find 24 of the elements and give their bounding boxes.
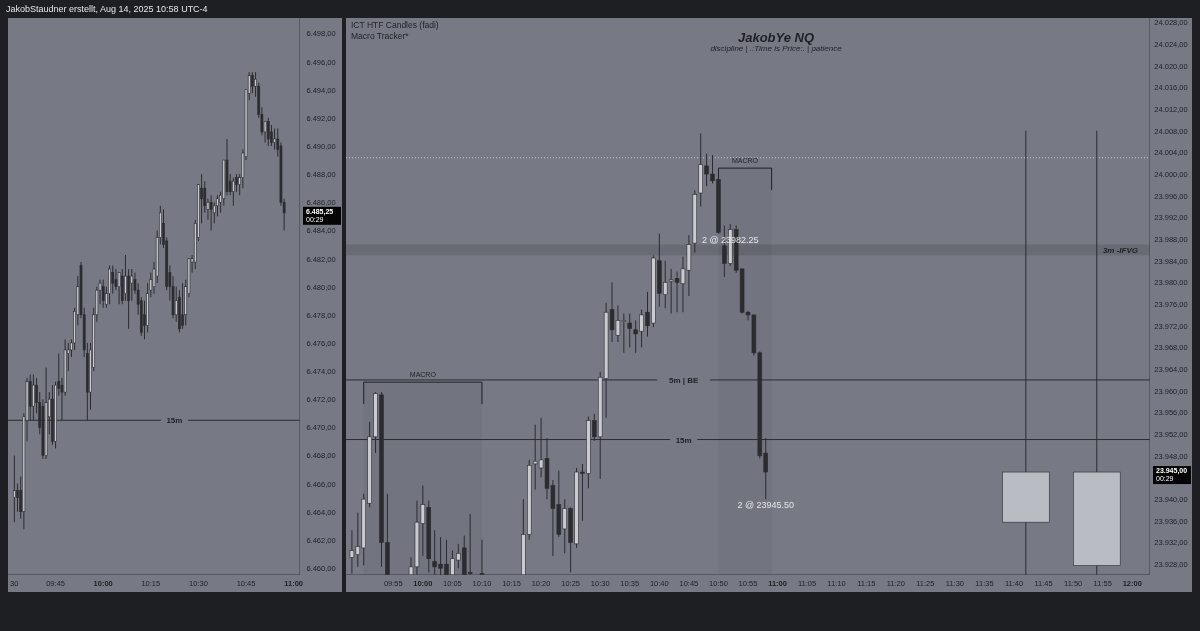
candlestick [117,272,121,305]
text: discipline | .:Time is Price:. | patience [710,44,843,53]
candlestick [101,279,105,309]
band-label: 3m -IFVG [1102,245,1138,255]
ref-line-label: 5m | BE [669,375,700,385]
candlestick [251,71,254,94]
candlestick [266,117,270,147]
candlestick [273,127,276,151]
candlestick [111,265,115,295]
candlestick [124,254,127,302]
candlestick [232,177,235,207]
ref-line-label: 15m [166,416,183,426]
text: JakobYe NQ [737,30,815,45]
annotation: ICT HTF Candles (fadi) [351,20,439,30]
candlestick [130,268,134,302]
candlestick [181,282,184,330]
candlestick [13,454,16,523]
chart-title: JakobStaudner erstellt, Aug 14, 2025 10:58 UTC-4 [6,4,208,14]
candlestick [209,194,213,231]
ref-line-label: 15m [675,435,692,445]
candlestick [16,483,19,513]
annotation: 2 @ 23945.50 [737,500,795,511]
candlestick [627,313,633,348]
annotation: Macro Tracker* [351,31,410,41]
